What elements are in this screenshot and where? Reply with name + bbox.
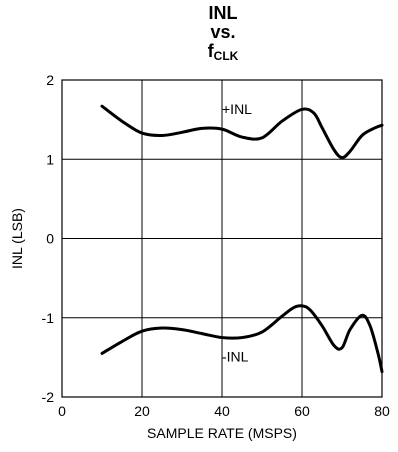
y-tick-label: 2: [46, 72, 54, 88]
title-line-1: INL: [208, 3, 238, 23]
y-tick-label: 1: [46, 151, 54, 167]
title-f: f: [207, 41, 214, 61]
plot-frame: [61, 79, 383, 398]
title-clk-subscript: CLK: [213, 49, 239, 63]
series-line-plus-inl: [100, 104, 384, 160]
x-tick-label: 20: [134, 403, 150, 419]
annotation-plus-inl: +INL: [222, 101, 252, 117]
y-axis-label: INL (LSB): [9, 208, 25, 269]
y-tick-label: 0: [46, 231, 54, 247]
x-tick-label: 80: [374, 403, 390, 419]
x-axis-label: SAMPLE RATE (MSPS): [147, 425, 297, 441]
title-line-3: fCLK: [0, 42, 398, 62]
tick-labels: 0 20 40 60 80 2 1 0 -1 -2: [42, 72, 390, 419]
x-tick-label: 0: [58, 403, 66, 419]
x-tick-label: 60: [294, 403, 310, 419]
title-line-2: vs.: [210, 22, 236, 42]
chart-title: INL vs. fCLK: [0, 4, 398, 63]
y-tick-label: -1: [42, 310, 55, 326]
series-layer: [100, 104, 384, 374]
annotation-minus-inl: -INL: [222, 348, 249, 364]
y-tick-label: -2: [42, 389, 55, 405]
series-line-minus-inl: [100, 304, 384, 374]
x-tick-label: 40: [214, 403, 230, 419]
